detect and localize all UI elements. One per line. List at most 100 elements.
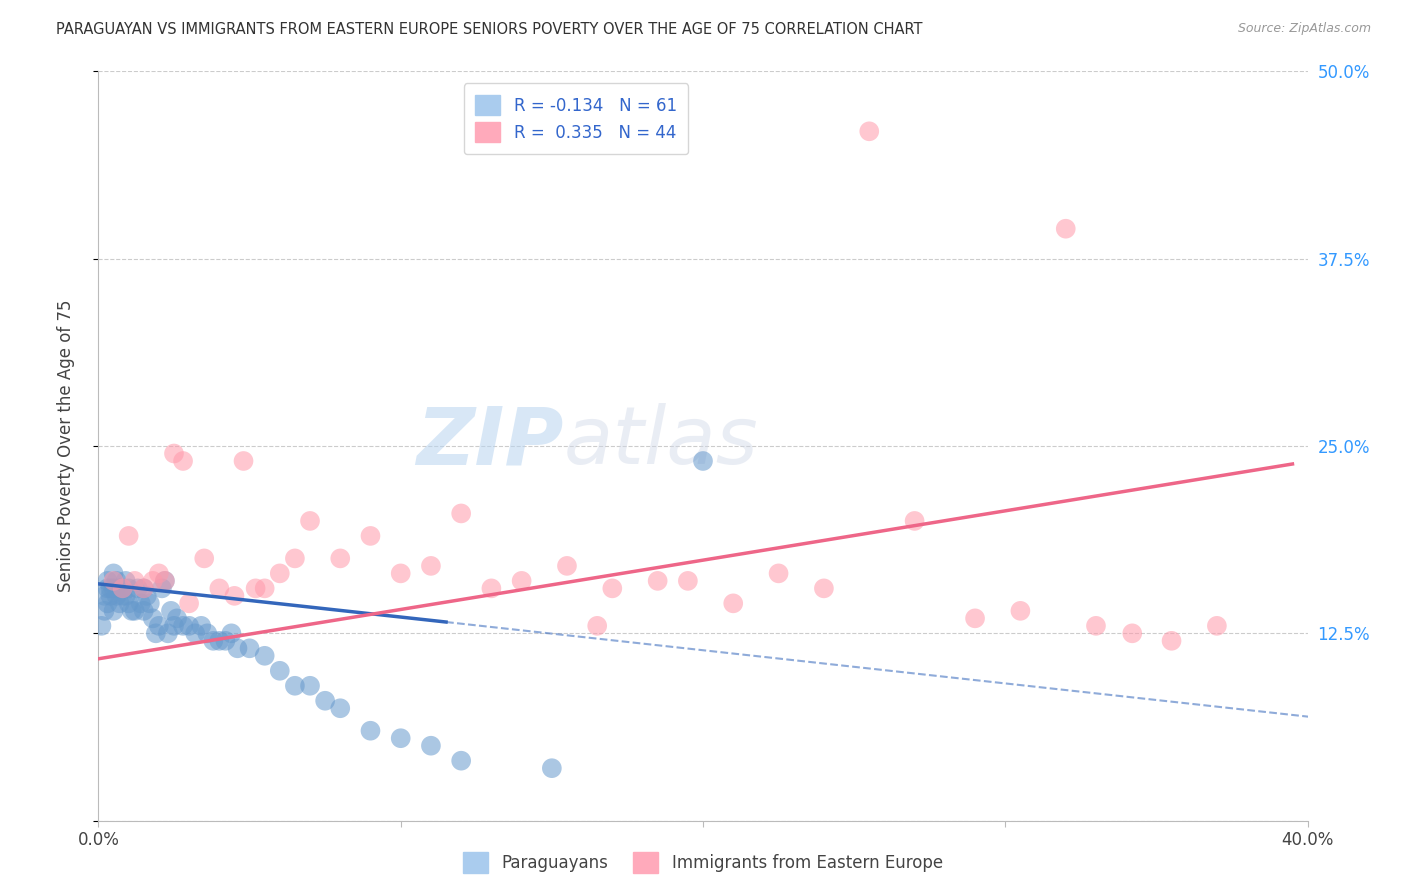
Point	[108, 596, 131, 610]
Point	[858, 124, 880, 138]
Point	[93, 604, 115, 618]
Point	[100, 589, 122, 603]
Point	[111, 582, 134, 596]
Text: Source: ZipAtlas.com: Source: ZipAtlas.com	[1237, 22, 1371, 36]
Point	[132, 604, 155, 618]
Point	[202, 633, 225, 648]
Point	[135, 589, 157, 603]
Point	[114, 574, 136, 588]
Point	[224, 589, 246, 603]
Point	[299, 514, 322, 528]
Point	[111, 589, 134, 603]
Point	[299, 679, 322, 693]
Point	[245, 582, 267, 596]
Point	[179, 596, 201, 610]
Point	[555, 558, 578, 573]
Point	[1010, 604, 1032, 618]
Point	[239, 641, 262, 656]
Point	[108, 582, 131, 596]
Point	[121, 604, 143, 618]
Point	[723, 596, 745, 610]
Point	[510, 574, 533, 588]
Point	[145, 626, 167, 640]
Point	[232, 454, 254, 468]
Point	[118, 529, 141, 543]
Point	[148, 619, 170, 633]
Point	[214, 633, 236, 648]
Point	[420, 558, 443, 573]
Point	[96, 582, 118, 596]
Point	[96, 596, 118, 610]
Point	[329, 701, 352, 715]
Point	[105, 574, 128, 588]
Point	[813, 582, 835, 596]
Point	[160, 604, 183, 618]
Point	[90, 619, 112, 633]
Point	[103, 582, 125, 596]
Text: atlas: atlas	[564, 403, 759, 482]
Point	[965, 611, 987, 625]
Point	[284, 551, 307, 566]
Point	[586, 619, 609, 633]
Text: ZIP: ZIP	[416, 403, 564, 482]
Point	[647, 574, 669, 588]
Point	[96, 574, 118, 588]
Point	[166, 611, 188, 625]
Point	[103, 566, 125, 581]
Point	[93, 589, 115, 603]
Point	[481, 582, 503, 596]
Point	[153, 574, 176, 588]
Point	[420, 739, 443, 753]
Point	[1054, 221, 1077, 235]
Y-axis label: Seniors Poverty Over the Age of 75: Seniors Poverty Over the Age of 75	[56, 300, 75, 592]
Text: PARAGUAYAN VS IMMIGRANTS FROM EASTERN EUROPE SENIORS POVERTY OVER THE AGE OF 75 : PARAGUAYAN VS IMMIGRANTS FROM EASTERN EU…	[56, 22, 922, 37]
Point	[269, 664, 291, 678]
Point	[1085, 619, 1108, 633]
Point	[103, 604, 125, 618]
Point	[360, 529, 382, 543]
Point	[450, 507, 472, 521]
Legend: Paraguayans, Immigrants from Eastern Europe: Paraguayans, Immigrants from Eastern Eur…	[457, 846, 949, 880]
Legend: R = -0.134   N = 61, R =  0.335   N = 44: R = -0.134 N = 61, R = 0.335 N = 44	[464, 84, 689, 154]
Point	[360, 723, 382, 738]
Point	[190, 619, 212, 633]
Point	[163, 619, 186, 633]
Point	[142, 611, 165, 625]
Point	[450, 754, 472, 768]
Point	[1206, 619, 1229, 633]
Point	[111, 582, 134, 596]
Point	[163, 446, 186, 460]
Point	[768, 566, 790, 581]
Point	[105, 589, 128, 603]
Point	[114, 589, 136, 603]
Point	[269, 566, 291, 581]
Point	[253, 582, 276, 596]
Point	[142, 574, 165, 588]
Point	[540, 761, 562, 775]
Point	[172, 619, 194, 633]
Point	[118, 582, 141, 596]
Point	[103, 574, 125, 588]
Point	[139, 596, 162, 610]
Point	[184, 626, 207, 640]
Point	[1121, 626, 1143, 640]
Point	[676, 574, 699, 588]
Point	[208, 633, 231, 648]
Point	[118, 596, 141, 610]
Point	[226, 641, 249, 656]
Point	[100, 582, 122, 596]
Point	[127, 582, 149, 596]
Point	[195, 626, 218, 640]
Point	[692, 454, 714, 468]
Point	[179, 619, 201, 633]
Point	[389, 566, 412, 581]
Point	[208, 582, 231, 596]
Point	[132, 582, 155, 596]
Point	[1160, 633, 1182, 648]
Point	[602, 582, 624, 596]
Point	[221, 626, 243, 640]
Point	[150, 582, 173, 596]
Point	[329, 551, 352, 566]
Point	[314, 694, 336, 708]
Point	[389, 731, 412, 746]
